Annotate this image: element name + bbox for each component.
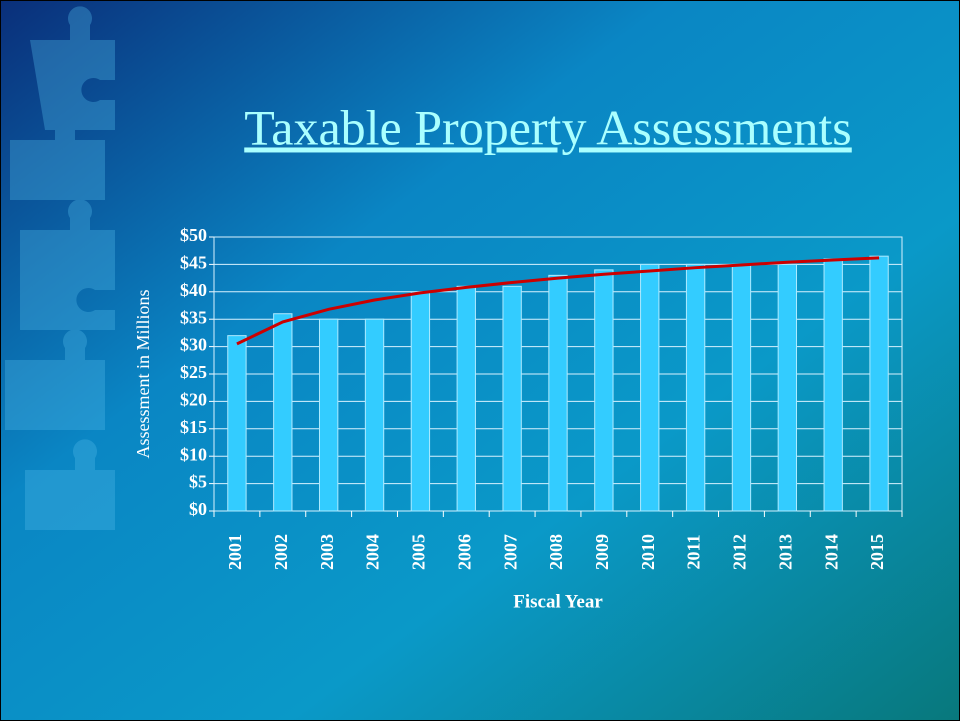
- y-tick-label: $45: [180, 253, 207, 273]
- bar: [549, 275, 567, 511]
- y-tick-label: $10: [180, 444, 207, 464]
- x-tick-label: 2004: [363, 534, 383, 570]
- x-tick-label: 2001: [225, 534, 245, 570]
- bar: [274, 314, 292, 511]
- bar: [503, 286, 521, 511]
- x-tick-label: 2011: [684, 534, 704, 569]
- y-tick-label: $15: [180, 417, 207, 437]
- slide: Taxable Property Assessments Assessment …: [0, 0, 960, 721]
- bar: [457, 286, 475, 511]
- bar: [732, 264, 750, 511]
- bar: [365, 319, 383, 511]
- bar: [595, 270, 613, 511]
- x-tick-label: 2013: [775, 534, 795, 570]
- x-tick-label: 2012: [730, 534, 750, 570]
- x-tick-label: 2007: [500, 534, 520, 570]
- y-tick-label: $25: [180, 362, 207, 382]
- bar: [824, 259, 842, 511]
- bar: [686, 264, 704, 511]
- y-tick-label: $0: [189, 499, 207, 519]
- y-tick-label: $35: [180, 307, 207, 327]
- y-tick-label: $30: [180, 335, 207, 355]
- x-tick-label: 2014: [821, 534, 841, 570]
- bar: [411, 292, 429, 511]
- x-tick-label: 2006: [454, 534, 474, 570]
- y-tick-label: $40: [180, 280, 207, 300]
- x-tick-label: 2003: [317, 534, 337, 570]
- x-tick-label: 2005: [409, 534, 429, 570]
- bar: [641, 264, 659, 511]
- bar: [228, 336, 246, 511]
- x-tick-label: 2002: [271, 534, 291, 570]
- chart-title: Taxable Property Assessments: [244, 99, 852, 155]
- y-tick-label: $5: [189, 472, 207, 492]
- x-tick-label: 2015: [867, 534, 887, 570]
- x-axis-label: Fiscal Year: [513, 591, 603, 612]
- x-tick-label: 2008: [546, 534, 566, 570]
- y-axis-label: Assessment in Millions: [133, 289, 153, 458]
- bar: [319, 319, 337, 511]
- bar: [870, 256, 888, 511]
- x-tick-label: 2009: [592, 534, 612, 570]
- bar: [778, 264, 796, 511]
- y-tick-label: $50: [180, 225, 207, 245]
- y-tick-label: $20: [180, 390, 207, 410]
- x-tick-label: 2010: [638, 534, 658, 570]
